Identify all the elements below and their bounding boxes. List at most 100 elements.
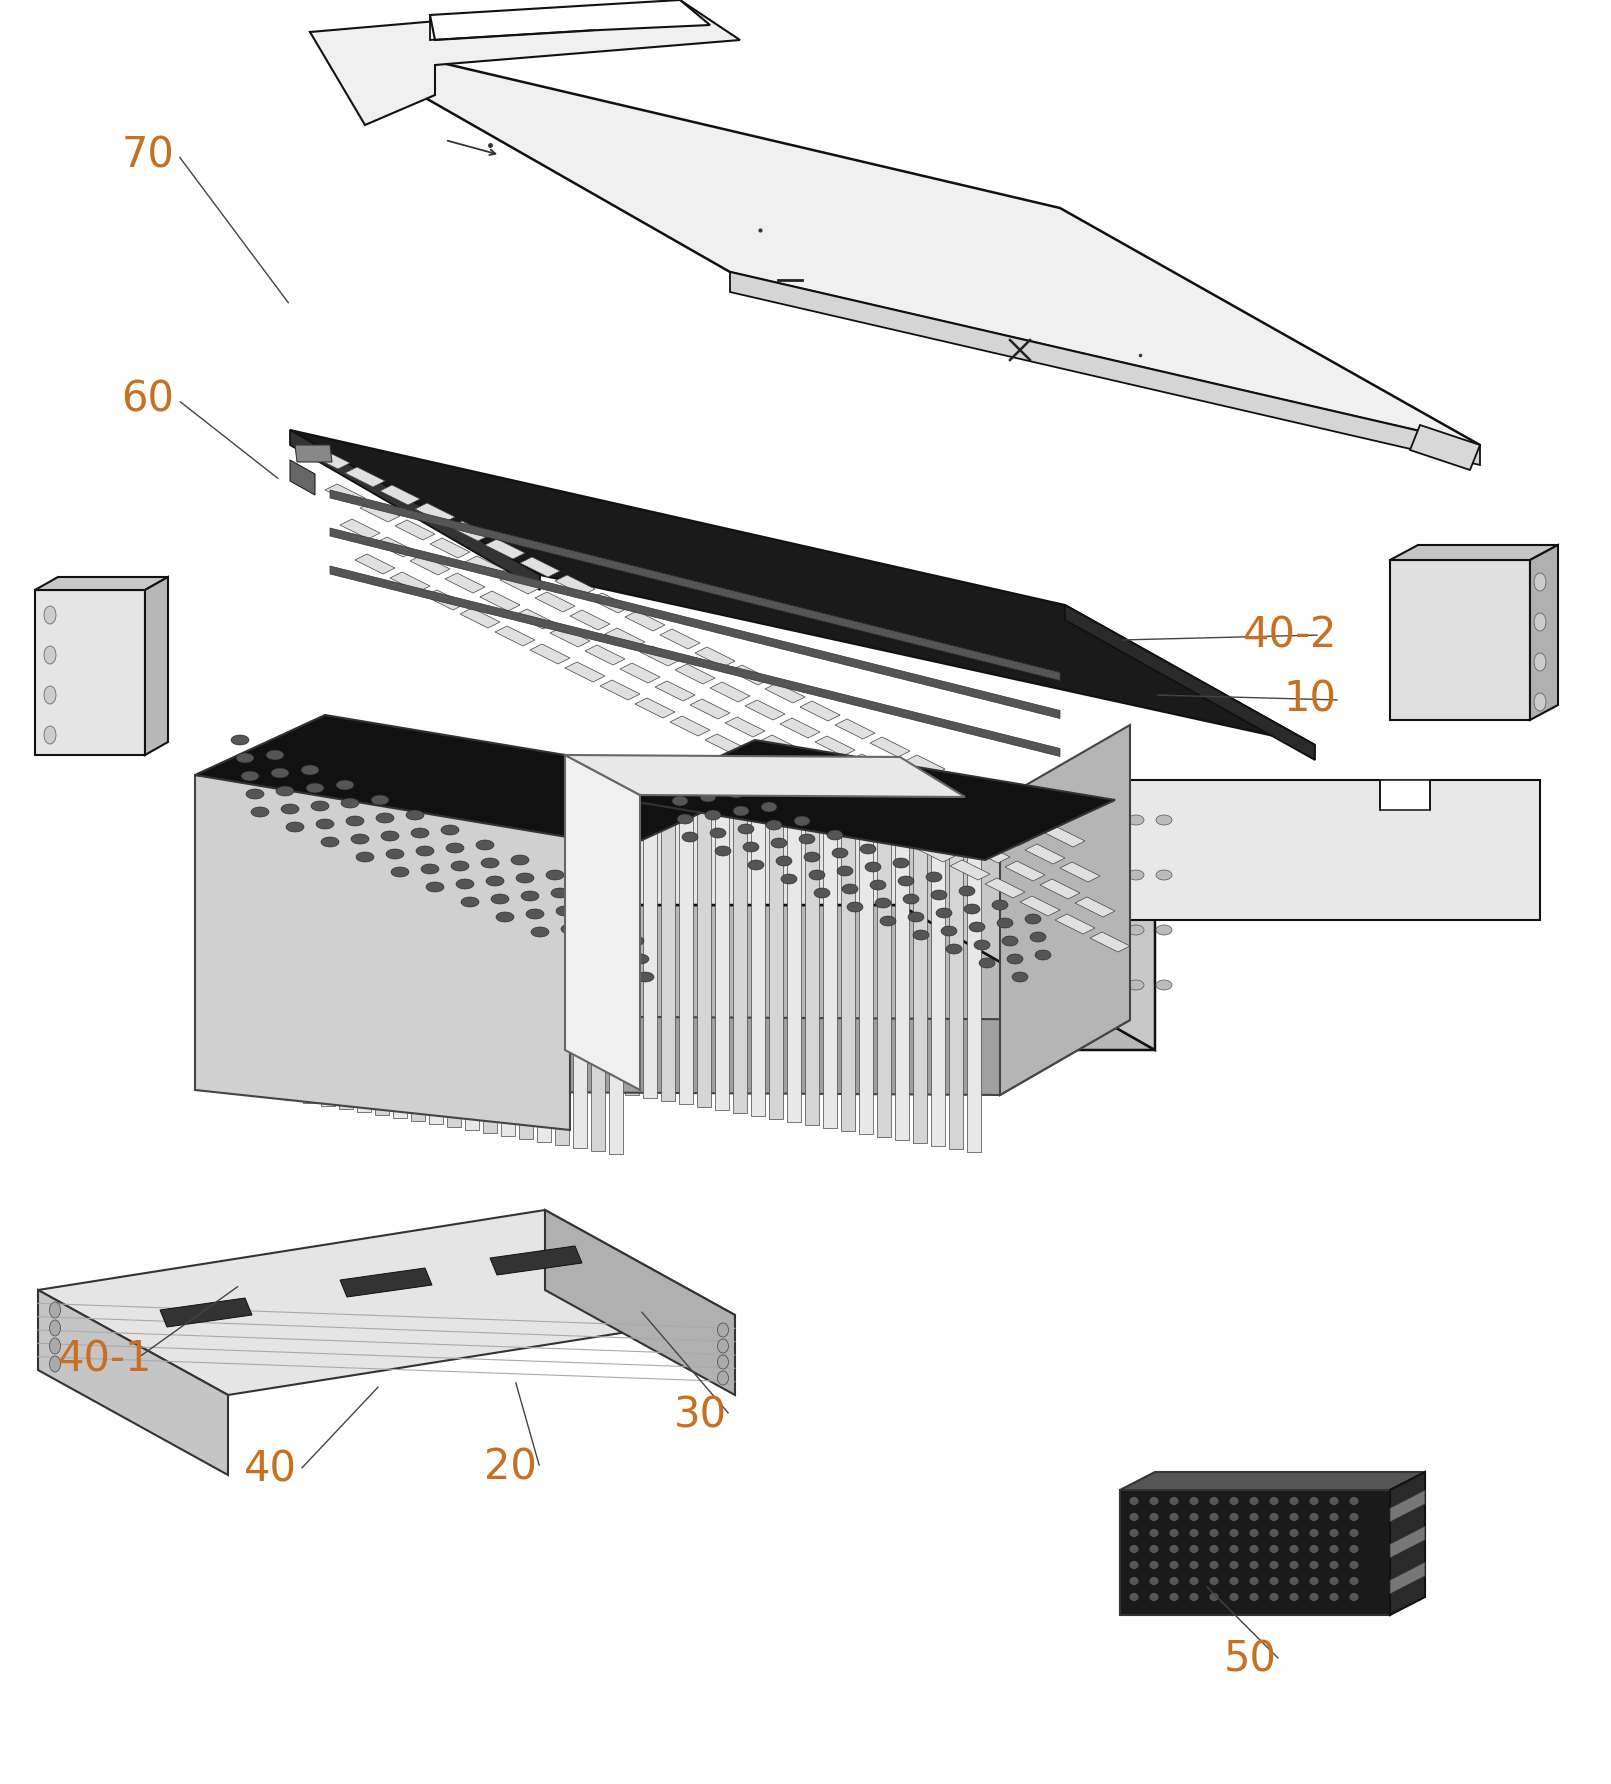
Ellipse shape — [380, 831, 400, 840]
Ellipse shape — [306, 783, 324, 794]
Polygon shape — [430, 0, 710, 39]
Ellipse shape — [1208, 1545, 1220, 1554]
Ellipse shape — [959, 887, 975, 896]
Ellipse shape — [266, 749, 284, 760]
Ellipse shape — [516, 872, 533, 883]
Polygon shape — [690, 699, 730, 719]
Polygon shape — [896, 846, 909, 1140]
Polygon shape — [1005, 862, 1046, 881]
Ellipse shape — [456, 880, 474, 888]
Ellipse shape — [311, 801, 329, 812]
Ellipse shape — [1289, 1593, 1298, 1602]
Polygon shape — [480, 591, 520, 610]
Polygon shape — [739, 753, 780, 772]
Ellipse shape — [1071, 924, 1087, 935]
Ellipse shape — [375, 814, 395, 822]
Polygon shape — [411, 555, 449, 574]
Ellipse shape — [1249, 1545, 1260, 1554]
Ellipse shape — [596, 938, 614, 949]
Ellipse shape — [975, 940, 991, 951]
Polygon shape — [830, 771, 870, 790]
Text: 50: 50 — [1223, 1639, 1276, 1681]
Polygon shape — [1055, 913, 1095, 935]
Ellipse shape — [1189, 1561, 1199, 1570]
Polygon shape — [675, 664, 715, 683]
Ellipse shape — [50, 1356, 61, 1372]
Polygon shape — [1041, 880, 1079, 899]
Polygon shape — [1390, 1490, 1426, 1522]
Ellipse shape — [667, 778, 683, 789]
Ellipse shape — [992, 899, 1008, 910]
Polygon shape — [625, 799, 640, 1095]
Ellipse shape — [446, 844, 464, 853]
Polygon shape — [520, 557, 561, 576]
Ellipse shape — [496, 912, 514, 922]
Polygon shape — [984, 878, 1025, 897]
Polygon shape — [359, 501, 400, 523]
Polygon shape — [416, 503, 454, 523]
Ellipse shape — [280, 805, 300, 814]
Text: 30: 30 — [673, 1393, 727, 1436]
Polygon shape — [429, 814, 443, 1124]
Polygon shape — [1390, 560, 1530, 721]
Polygon shape — [1410, 425, 1481, 469]
Ellipse shape — [963, 904, 979, 913]
Polygon shape — [609, 844, 623, 1154]
Text: 60: 60 — [121, 378, 174, 421]
Polygon shape — [380, 485, 420, 505]
Ellipse shape — [926, 872, 942, 881]
Polygon shape — [230, 781, 245, 1092]
Ellipse shape — [733, 806, 749, 815]
Ellipse shape — [1269, 1513, 1279, 1522]
Ellipse shape — [1012, 972, 1028, 981]
Ellipse shape — [913, 929, 930, 940]
Polygon shape — [955, 808, 996, 828]
Polygon shape — [330, 528, 1060, 719]
Ellipse shape — [748, 860, 764, 871]
Polygon shape — [390, 573, 430, 592]
Ellipse shape — [814, 888, 830, 897]
Polygon shape — [445, 573, 485, 592]
Ellipse shape — [615, 899, 635, 910]
Ellipse shape — [1310, 1497, 1319, 1506]
Ellipse shape — [632, 954, 649, 963]
Ellipse shape — [662, 760, 678, 771]
Polygon shape — [290, 904, 1155, 1051]
Polygon shape — [501, 826, 516, 1136]
Polygon shape — [694, 648, 735, 667]
Polygon shape — [670, 715, 710, 737]
Polygon shape — [1046, 828, 1084, 847]
Ellipse shape — [875, 897, 891, 908]
Ellipse shape — [1269, 1529, 1279, 1538]
Polygon shape — [536, 831, 551, 1142]
Ellipse shape — [717, 1340, 728, 1352]
Ellipse shape — [717, 1324, 728, 1336]
Ellipse shape — [1249, 1529, 1260, 1538]
Polygon shape — [1050, 780, 1540, 921]
Ellipse shape — [582, 885, 599, 896]
Ellipse shape — [591, 921, 609, 931]
Polygon shape — [865, 789, 905, 808]
Ellipse shape — [1348, 1513, 1360, 1522]
Ellipse shape — [406, 810, 424, 821]
Ellipse shape — [1034, 951, 1050, 960]
Ellipse shape — [1071, 979, 1087, 990]
Polygon shape — [901, 760, 1155, 1051]
Polygon shape — [823, 833, 838, 1127]
Ellipse shape — [532, 928, 549, 937]
Text: 40-1: 40-1 — [58, 1340, 153, 1381]
Ellipse shape — [271, 767, 288, 778]
Polygon shape — [449, 521, 490, 541]
Polygon shape — [340, 519, 380, 539]
Ellipse shape — [50, 1338, 61, 1354]
Polygon shape — [1025, 844, 1065, 863]
Ellipse shape — [1071, 871, 1087, 880]
Ellipse shape — [847, 903, 863, 912]
Polygon shape — [1530, 544, 1558, 721]
Ellipse shape — [860, 844, 876, 855]
Polygon shape — [39, 1210, 735, 1395]
Ellipse shape — [1310, 1545, 1319, 1554]
Ellipse shape — [1208, 1561, 1220, 1570]
Ellipse shape — [1348, 1593, 1360, 1602]
Polygon shape — [1120, 1472, 1426, 1490]
